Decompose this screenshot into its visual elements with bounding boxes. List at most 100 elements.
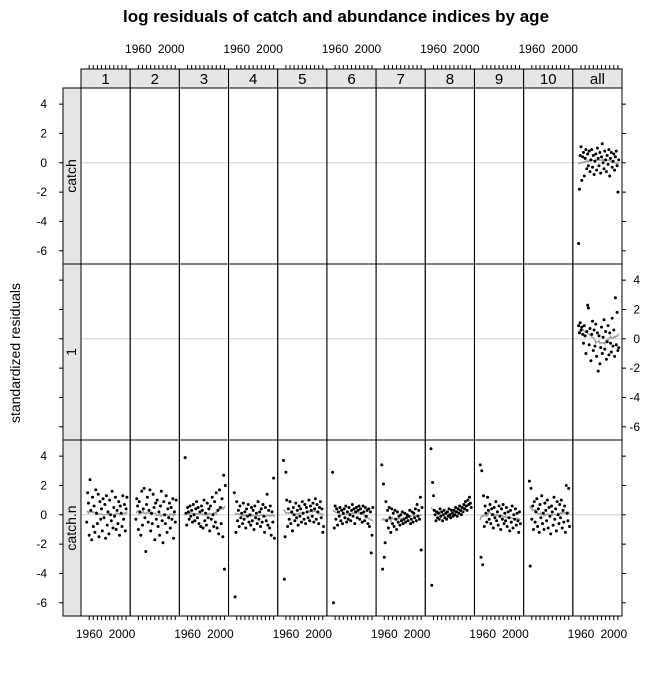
data-point (609, 151, 613, 154)
data-point (612, 328, 616, 332)
data-point (302, 517, 306, 521)
data-point (282, 577, 286, 581)
data-point (596, 156, 600, 160)
data-point (493, 516, 497, 520)
data-point (110, 489, 114, 493)
data-point (138, 510, 142, 514)
data-point (511, 526, 515, 530)
panel-border (375, 87, 426, 265)
data-point (234, 530, 238, 534)
data-point (602, 167, 606, 171)
data-point (449, 516, 453, 520)
data-point (354, 510, 358, 514)
data-point (185, 523, 189, 527)
data-point (314, 517, 318, 521)
data-point (116, 522, 120, 526)
data-point (169, 506, 173, 509)
data-point (294, 501, 298, 505)
data-point (134, 517, 138, 521)
data-point (304, 522, 308, 526)
data-point (490, 507, 494, 511)
data-point (315, 503, 319, 506)
data-point (593, 344, 597, 348)
y-tick-label-right: 4 (633, 273, 640, 287)
data-point (401, 522, 405, 526)
x-tick-label-top: 1960 (322, 42, 349, 56)
data-point (383, 541, 387, 545)
data-point (232, 491, 236, 495)
panel-border (424, 263, 475, 441)
data-point (348, 513, 352, 517)
data-point (199, 525, 203, 528)
data-point (590, 332, 594, 336)
strip-label-age-4: 4 (249, 71, 257, 88)
panel-border (80, 87, 131, 265)
data-point (350, 503, 354, 506)
x-tick-label-bottom: 1960 (174, 627, 201, 641)
y-tick-label-left: -4 (36, 214, 47, 228)
strip-label-age-5: 5 (298, 71, 306, 88)
data-point (364, 514, 368, 518)
panel-border (523, 263, 574, 441)
data-point (557, 522, 561, 526)
panel-border (129, 263, 180, 441)
data-point (532, 528, 535, 531)
panel-border (80, 263, 131, 441)
data-point (335, 507, 339, 511)
data-point (125, 495, 129, 499)
data-point (505, 525, 509, 528)
data-point (105, 523, 109, 527)
panel-border (473, 87, 525, 265)
y-tick-label-right: -4 (629, 390, 640, 404)
data-point (616, 190, 620, 194)
data-point (448, 513, 452, 517)
data-point (174, 498, 178, 502)
data-point (196, 506, 200, 509)
data-point (150, 511, 153, 515)
data-point (263, 506, 267, 509)
data-point (311, 501, 315, 505)
data-point (595, 168, 599, 172)
data-point (412, 511, 416, 515)
data-point (617, 158, 621, 162)
data-point (586, 303, 590, 307)
y-tick-label-right: -2 (629, 361, 640, 375)
data-point (483, 504, 487, 508)
data-point (600, 352, 604, 355)
data-point (352, 507, 356, 511)
data-point (487, 517, 491, 521)
data-point (291, 529, 294, 533)
data-point (601, 161, 605, 165)
data-point (603, 149, 607, 153)
x-tick-label-top: 1960 (518, 42, 545, 56)
data-point (85, 520, 89, 524)
data-point (101, 497, 105, 501)
data-point (289, 522, 293, 526)
data-point (362, 510, 366, 514)
data-point (163, 522, 167, 526)
data-point (223, 484, 227, 487)
strip-label-age-6: 6 (347, 71, 355, 88)
data-point (363, 519, 367, 523)
y-axis-label: standardized residuals (7, 283, 23, 423)
data-point (583, 156, 587, 160)
data-point (157, 510, 161, 514)
data-point (308, 519, 312, 523)
data-point (159, 489, 163, 493)
data-point (198, 510, 202, 514)
data-point (354, 506, 358, 509)
data-point (450, 511, 454, 515)
data-point (506, 510, 510, 514)
data-point (465, 508, 469, 512)
x-tick-label-bottom: 1960 (568, 627, 595, 641)
data-point (549, 532, 553, 536)
data-point (614, 343, 618, 347)
data-point (600, 325, 603, 329)
data-point (360, 520, 364, 524)
data-point (503, 511, 507, 515)
strip-label-age-7: 7 (397, 71, 405, 88)
panel-border (572, 87, 623, 265)
data-point (535, 497, 539, 501)
y-tick-label-left: 0 (40, 156, 47, 170)
